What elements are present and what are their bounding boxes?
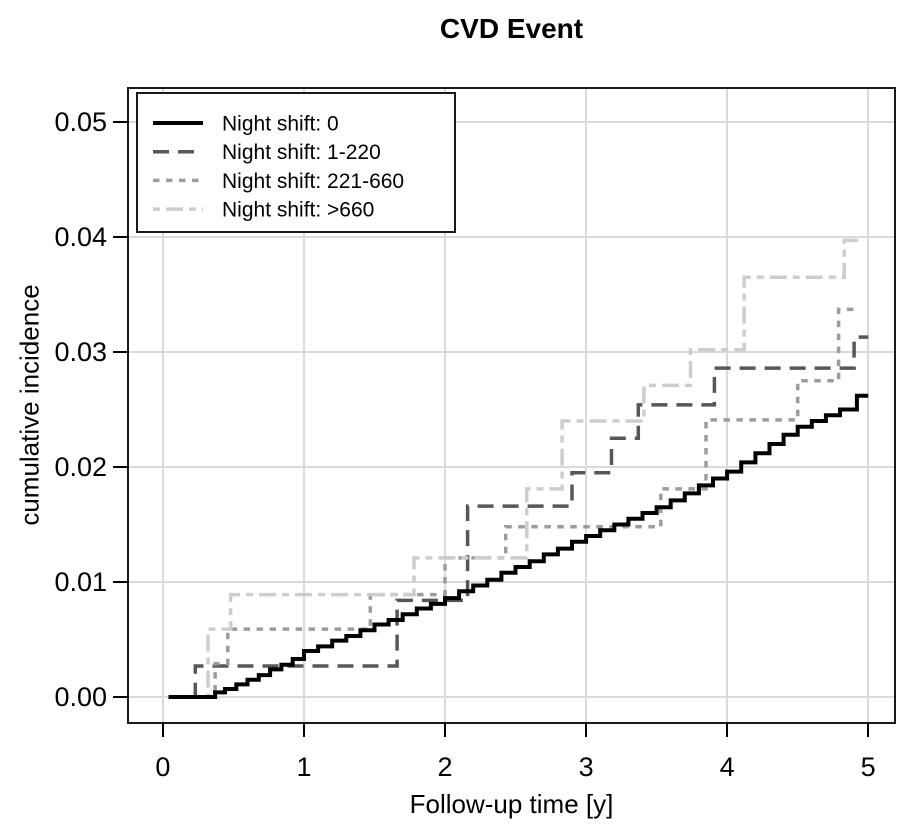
x-tick-label: 4 bbox=[720, 752, 735, 782]
x-tick-label: 5 bbox=[861, 752, 876, 782]
legend-row: Night shift: 1-220 bbox=[153, 141, 381, 164]
legend-row: Night shift: 221-660 bbox=[153, 170, 404, 193]
legend-label: Night shift: 221-660 bbox=[222, 170, 404, 193]
y-tick-label: 0.01 bbox=[54, 567, 107, 597]
x-tick-label: 1 bbox=[296, 752, 311, 782]
series-line-3 bbox=[168, 238, 864, 699]
y-tick-label: 0.04 bbox=[54, 222, 107, 252]
legend-label: Night shift: 1-220 bbox=[222, 141, 381, 164]
plot-border bbox=[127, 87, 896, 724]
axis-ticks bbox=[113, 121, 870, 737]
y-axis-label: cumulative incidence bbox=[14, 284, 45, 526]
x-tick-label: 2 bbox=[438, 752, 453, 782]
legend-row: Night shift: >660 bbox=[153, 199, 374, 222]
legend-row: Night shift: 0 bbox=[153, 113, 339, 136]
y-tick-label: 0.05 bbox=[54, 107, 107, 137]
y-tick-label: 0.00 bbox=[54, 682, 107, 712]
series-curves bbox=[168, 238, 869, 699]
x-tick-label: 3 bbox=[579, 752, 594, 782]
chart-title: CVD Event bbox=[439, 13, 584, 44]
series-line-1 bbox=[168, 335, 869, 699]
series-line-2 bbox=[168, 307, 860, 699]
series-line-0 bbox=[168, 393, 869, 699]
x-axis-label: Follow-up time [y] bbox=[409, 789, 614, 819]
y-tick-label: 0.02 bbox=[54, 452, 107, 482]
tick-labels: 0 1 2 3 4 5 0.00 0.01 0.02 0.03 0.04 0.05 bbox=[54, 107, 875, 782]
legend-label: Night shift: 0 bbox=[222, 113, 339, 136]
x-tick-label: 0 bbox=[155, 752, 170, 782]
y-tick-label: 0.03 bbox=[54, 337, 107, 367]
legend-label: Night shift: >660 bbox=[222, 199, 374, 222]
legend: Night shift: 0 Night shift: 1-220 Night sh… bbox=[136, 92, 456, 233]
